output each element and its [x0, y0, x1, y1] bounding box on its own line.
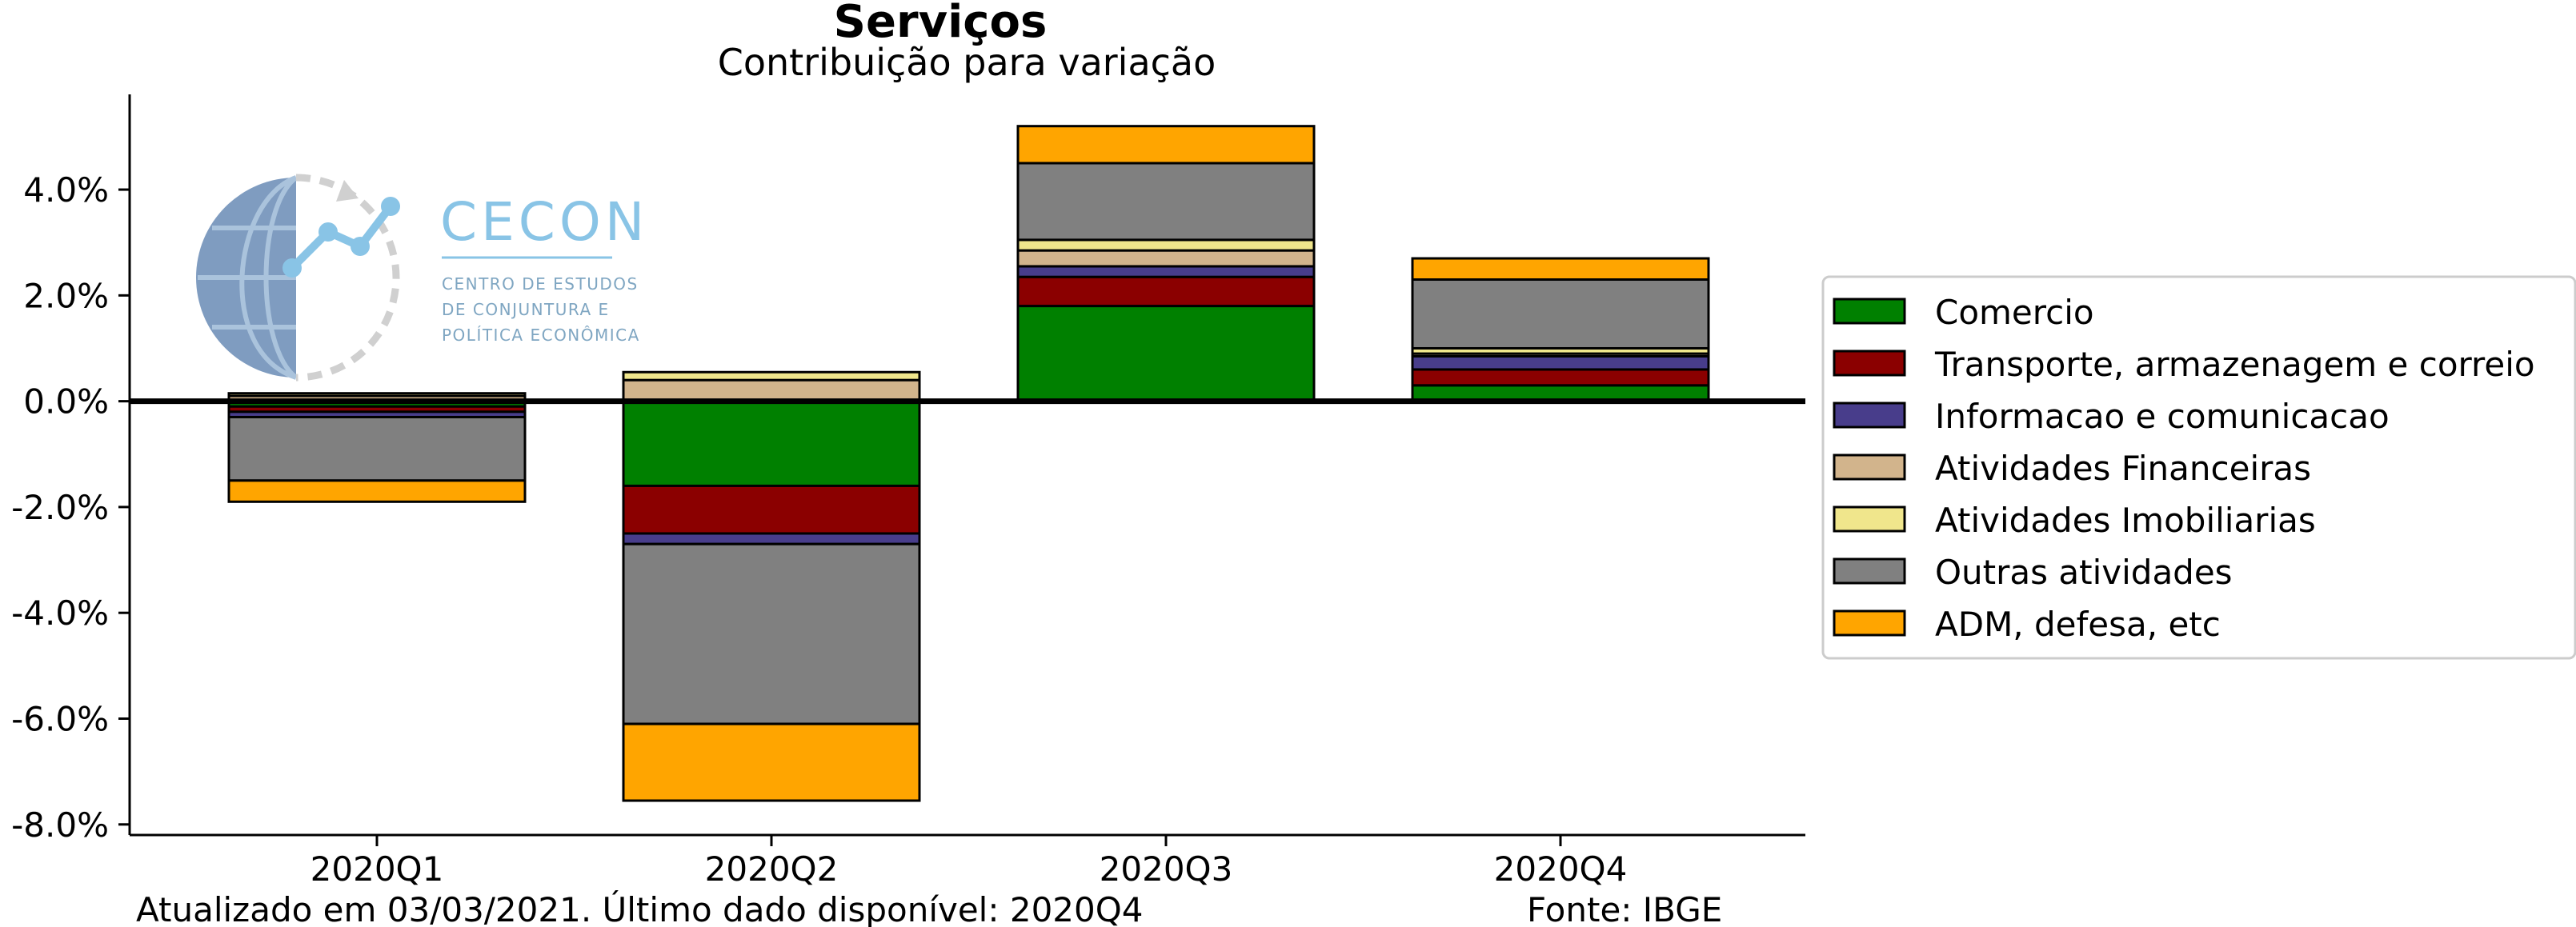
y-tick-label: 0.0%	[23, 382, 109, 422]
y-tick-label: -2.0%	[11, 488, 109, 527]
legend-swatch	[1833, 298, 1906, 325]
legend-swatch	[1833, 350, 1906, 377]
bar-segment	[1411, 278, 1710, 350]
logo-trend-point	[351, 237, 370, 256]
logo-name: CECON	[440, 191, 648, 253]
bar-segment	[622, 378, 921, 403]
logo-globe-lines	[198, 175, 298, 380]
bar-segment	[227, 415, 527, 482]
bar-segment	[1016, 249, 1316, 268]
legend-swatch	[1833, 505, 1906, 533]
legend-swatch	[1833, 609, 1906, 637]
logo-line-2: DE CONJUNTURA E	[442, 300, 610, 319]
x-tick-label: 2020Q3	[1100, 849, 1233, 889]
legend-label: Comercio	[1935, 293, 2094, 332]
legend-label: Atividades Imobiliarias	[1935, 501, 2316, 540]
chart-subtitle: Contribuição para variação	[718, 41, 1216, 84]
y-tick-label: 2.0%	[23, 276, 109, 315]
bar-segment	[227, 392, 527, 398]
logo-trend-point	[318, 222, 338, 242]
bar-segment	[622, 484, 921, 535]
bar-segment	[1016, 125, 1316, 165]
y-tick-label: 4.0%	[23, 170, 109, 210]
logo-trend-point	[381, 197, 400, 216]
legend-label: Transporte, armazenagem e correio	[1934, 345, 2535, 384]
cecon-logo: CECON CENTRO DE ESTUDOS DE CONJUNTURA E …	[196, 174, 648, 382]
bar-segment	[1016, 275, 1316, 308]
legend-swatch	[1833, 557, 1906, 585]
chart-title-group: Serviços Contribuição para variação	[718, 0, 1216, 84]
chart-title: Serviços	[834, 0, 1048, 48]
bar-segment	[622, 400, 921, 487]
footer-source: Fonte: IBGE	[1527, 890, 1722, 927]
x-tick-label: 2020Q1	[310, 849, 444, 889]
legend-label: Outras atividades	[1935, 553, 2233, 592]
axes-group: -8.0% -6.0% -4.0% -2.0% 0.0% 2.0% 4.0% 2020Q1 20…	[11, 94, 1805, 889]
x-tick-label: 2020Q4	[1494, 849, 1628, 889]
legend-label: ADM, defesa, etc	[1935, 605, 2221, 644]
x-tick-label: 2020Q2	[705, 849, 839, 889]
logo-trend-line	[289, 203, 394, 271]
y-tick-label: -6.0%	[11, 699, 109, 738]
bar-segment	[622, 542, 921, 725]
logo-line-3: POLÍTICA ECONÔMICA	[442, 326, 640, 345]
legend-swatch	[1833, 454, 1906, 481]
bar-segment	[622, 532, 921, 545]
logo-line-1: CENTRO DE ESTUDOS	[442, 274, 639, 294]
bar-segment	[1411, 368, 1710, 387]
footer: Atualizado em 03/03/2021. Último dado di…	[136, 889, 1722, 927]
bar-segment	[227, 479, 527, 503]
bar-segment	[622, 370, 921, 382]
logo-trend-point	[282, 258, 302, 278]
footer-updated: Atualizado em 03/03/2021. Último dado di…	[136, 889, 1144, 927]
bar-segment	[1016, 305, 1316, 403]
bar-segment	[622, 722, 921, 802]
bar-segment	[1016, 162, 1316, 242]
y-tick-label: -4.0%	[11, 593, 109, 633]
legend-label: Informacao e comunicacao	[1935, 397, 2390, 436]
legend-label: Atividades Financeiras	[1935, 449, 2311, 488]
bar-segment	[1411, 257, 1710, 281]
logo-arrow-icon	[336, 180, 359, 202]
legend: Comercio Transporte, armazenagem e correi…	[1821, 275, 2576, 660]
legend-frame	[1821, 275, 2576, 660]
bar-segment	[1411, 354, 1710, 371]
bar-segment	[1016, 265, 1316, 278]
y-tick-label: -8.0%	[11, 805, 109, 845]
legend-swatch	[1833, 402, 1906, 429]
bar-segment	[1016, 238, 1316, 252]
